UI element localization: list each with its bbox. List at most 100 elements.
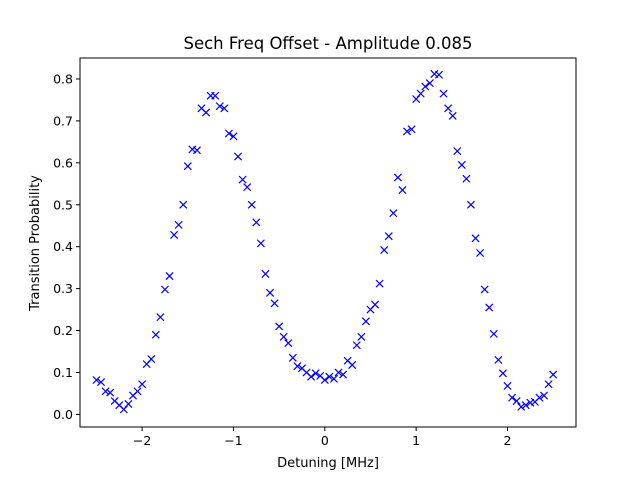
data-point — [471, 234, 480, 243]
x-axis-label: Detuning [MHz] — [277, 456, 379, 471]
data-point — [371, 300, 380, 309]
data-point — [220, 104, 229, 113]
data-point — [508, 393, 517, 402]
data-point — [357, 332, 366, 341]
data-point — [384, 232, 393, 241]
data-point — [101, 387, 110, 396]
data-point — [407, 125, 416, 134]
x-tick-label: 0 — [321, 433, 329, 448]
data-point — [439, 89, 448, 98]
data-point — [261, 269, 270, 278]
data-point — [512, 396, 521, 406]
data-point — [179, 200, 188, 209]
data-point — [133, 387, 142, 396]
data-point — [224, 129, 233, 138]
data-point — [393, 173, 402, 182]
data-point — [165, 272, 174, 281]
y-tick-label: 0.4 — [53, 239, 73, 254]
data-point — [476, 248, 485, 258]
data-point — [329, 374, 338, 383]
data-point — [124, 399, 133, 408]
data-point — [147, 355, 156, 364]
axis-ticks: −2 −1 0 1 2 0.0 0.1 0.2 0.3 0.4 0.5 0.6 0.7 0.8 — [53, 71, 511, 448]
data-point — [293, 362, 302, 371]
data-point — [252, 218, 261, 227]
data-point — [402, 127, 412, 136]
data-point — [183, 162, 192, 171]
data-point — [234, 152, 243, 161]
data-point — [247, 200, 256, 209]
plot-area-frame — [79, 57, 577, 428]
data-point — [202, 108, 211, 117]
data-point — [540, 391, 549, 400]
data-point — [334, 368, 343, 377]
data-point — [215, 102, 224, 111]
data-point — [517, 402, 526, 411]
data-point — [211, 91, 220, 100]
data-point — [380, 246, 389, 255]
data-point — [434, 70, 444, 79]
data-point — [275, 322, 284, 331]
data-point — [96, 378, 106, 387]
data-point — [485, 303, 494, 312]
data-point — [325, 372, 334, 381]
data-point — [549, 370, 558, 379]
data-point — [466, 200, 475, 209]
data-point — [243, 183, 252, 192]
data-point — [375, 279, 384, 288]
y-tick-label: 0.6 — [53, 155, 73, 170]
data-point — [192, 146, 201, 155]
y-tick-label: 0.1 — [53, 365, 73, 380]
x-tick-label: −1 — [224, 433, 242, 448]
data-point — [92, 376, 101, 385]
data-point — [448, 111, 457, 120]
data-point — [270, 299, 279, 308]
data-point — [106, 388, 115, 397]
y-tick-label: 0.3 — [53, 281, 73, 296]
data-point — [320, 376, 329, 385]
data-point — [352, 341, 361, 350]
data-point — [494, 355, 503, 364]
data-point — [256, 239, 265, 248]
data-point — [462, 174, 471, 183]
data-point — [457, 160, 466, 169]
data-point — [421, 82, 430, 91]
data-point — [288, 353, 297, 362]
y-tick-label: 0.8 — [53, 71, 73, 86]
data-point — [503, 381, 512, 390]
data-point — [151, 330, 160, 339]
data-point — [339, 370, 348, 379]
data-point — [238, 175, 247, 184]
data-point — [425, 79, 434, 88]
data-point — [265, 288, 275, 297]
data-point — [284, 339, 293, 348]
data-point — [229, 132, 238, 141]
x-tick-label: −2 — [133, 433, 151, 448]
data-point — [489, 329, 498, 338]
data-point — [138, 380, 147, 389]
data-point — [389, 209, 398, 218]
y-axis-label: Transition Probability — [28, 175, 43, 312]
data-point — [311, 369, 320, 378]
y-tick-label: 0.0 — [53, 407, 73, 422]
data-point — [535, 393, 544, 402]
data-markers — [92, 69, 558, 414]
data-point — [119, 405, 128, 414]
data-point — [348, 360, 357, 369]
data-point — [398, 186, 407, 195]
chart-title: Sech Freq Offset - Amplitude 0.085 — [183, 34, 472, 53]
data-point — [160, 285, 169, 294]
data-point — [544, 380, 553, 389]
data-point — [498, 369, 507, 378]
data-point — [361, 317, 370, 326]
y-tick-label: 0.2 — [53, 323, 73, 338]
data-point — [279, 332, 288, 341]
y-tick-label: 0.5 — [53, 197, 73, 212]
x-tick-label: 1 — [412, 433, 420, 448]
data-point — [480, 285, 489, 294]
data-point — [307, 372, 316, 381]
data-point — [444, 104, 453, 113]
